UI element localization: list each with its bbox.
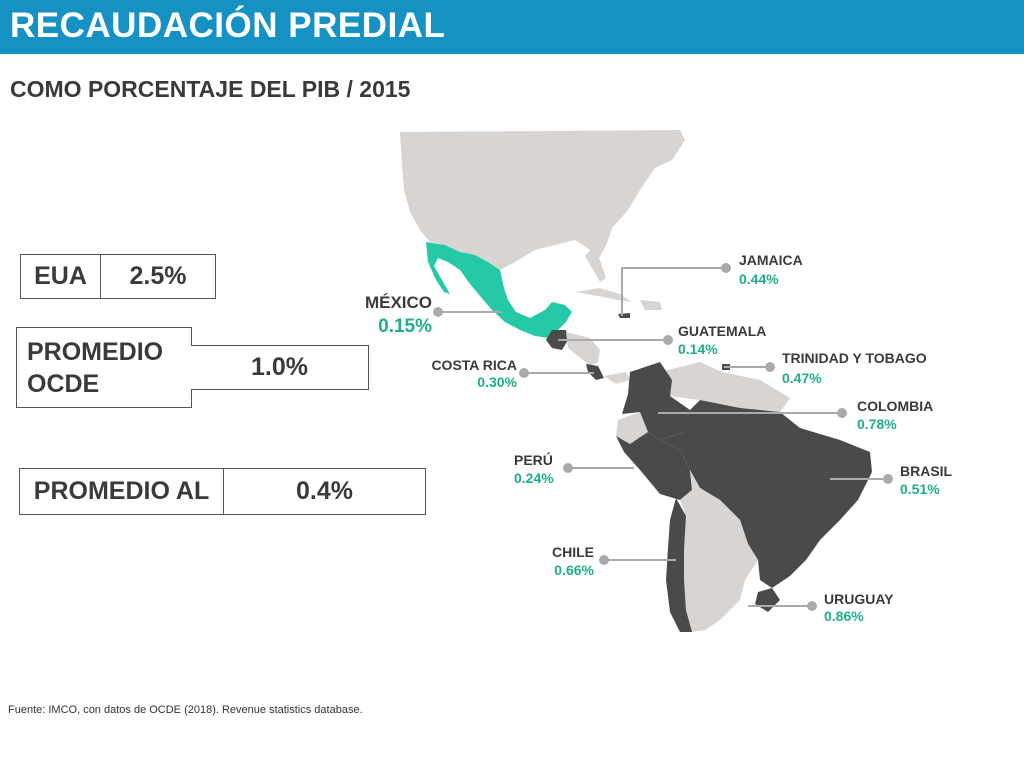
label-peru-value: 0.24% bbox=[514, 470, 554, 486]
page-subtitle: COMO PORCENTAJE DEL PIB / 2015 bbox=[10, 76, 411, 102]
leader-lines bbox=[433, 263, 893, 611]
brasil-region bbox=[660, 400, 872, 588]
panama-landmass bbox=[604, 372, 630, 384]
jamaica-region bbox=[618, 313, 630, 318]
argentina-landmass bbox=[684, 516, 758, 632]
dot-brasil bbox=[883, 474, 893, 484]
peru-region bbox=[616, 432, 692, 500]
stat-value-eua: 2.5% bbox=[129, 262, 187, 290]
label-trinidad-value: 0.47% bbox=[782, 370, 822, 386]
dot-costa-rica bbox=[519, 368, 529, 378]
label-chile-name: CHILE bbox=[552, 544, 594, 560]
header-bar: RECAUDACIÓN PREDIAL bbox=[0, 0, 1024, 54]
stat-label-ocde-line2: OCDE bbox=[27, 370, 100, 398]
label-uruguay-name: URUGUAY bbox=[824, 591, 894, 607]
stat-label-ocde-line1: PROMEDIO bbox=[27, 338, 164, 366]
dot-guatemala bbox=[663, 335, 673, 345]
stat-value-ocde: 1.0% bbox=[191, 345, 369, 390]
dot-chile bbox=[599, 555, 609, 565]
label-mexico-value: 0.15% bbox=[378, 316, 432, 337]
stat-label-eua: EUA bbox=[21, 255, 101, 298]
dot-jamaica bbox=[721, 263, 731, 273]
leader-jamaica bbox=[621, 267, 726, 316]
label-costa-rica-value: 0.30% bbox=[477, 374, 517, 390]
stat-label-al: PROMEDIO AL bbox=[20, 469, 224, 514]
source-note: Fuente: IMCO, con datos de OCDE (2018). … bbox=[8, 704, 363, 716]
stat-value-al: 0.4% bbox=[296, 477, 353, 505]
stat-box-al: PROMEDIO AL 0.4% bbox=[19, 468, 426, 515]
label-trinidad-name: TRINIDAD Y TOBAGO bbox=[782, 350, 927, 366]
label-colombia-name: COLOMBIA bbox=[857, 398, 933, 414]
uruguay-region bbox=[755, 588, 780, 612]
page-title: RECAUDACIÓN PREDIAL bbox=[10, 6, 446, 45]
florida-landmass bbox=[585, 250, 606, 282]
venezuela-landmass bbox=[660, 362, 790, 412]
label-brasil-name: BRASIL bbox=[900, 463, 953, 479]
label-jamaica-name: JAMAICA bbox=[739, 252, 803, 268]
dot-mexico bbox=[433, 307, 443, 317]
guatemala-region bbox=[546, 330, 568, 350]
dot-trinidad bbox=[765, 362, 775, 372]
label-brasil-value: 0.51% bbox=[900, 481, 940, 497]
central-america-landmass bbox=[566, 332, 600, 366]
stat-label-ocde: PROMEDIO OCDE bbox=[16, 327, 192, 408]
ecuador-landmass bbox=[616, 412, 648, 444]
dot-peru bbox=[563, 463, 573, 473]
hispaniola-landmass bbox=[640, 300, 662, 310]
label-peru-name: PERÚ bbox=[514, 451, 553, 468]
bolivia-landmass bbox=[680, 470, 740, 532]
label-costa-rica-name: COSTA RICA bbox=[431, 357, 517, 373]
mexico-region bbox=[426, 242, 572, 338]
label-mexico-name: MÉXICO bbox=[365, 293, 432, 312]
label-guatemala-value: 0.14% bbox=[678, 341, 718, 357]
colombia-region bbox=[622, 362, 690, 440]
label-chile-value: 0.66% bbox=[554, 562, 594, 578]
chile-region bbox=[666, 498, 692, 632]
label-jamaica-value: 0.44% bbox=[739, 271, 779, 287]
cuba-landmass bbox=[575, 288, 632, 302]
label-uruguay-value: 0.86% bbox=[824, 608, 864, 624]
dot-uruguay bbox=[807, 601, 817, 611]
label-guatemala-name: GUATEMALA bbox=[678, 323, 766, 339]
stat-box-eua: EUA 2.5% bbox=[20, 254, 216, 299]
label-colombia-value: 0.78% bbox=[857, 416, 897, 432]
costa-rica-region bbox=[586, 364, 604, 380]
dot-colombia bbox=[837, 408, 847, 418]
north-america-landmass bbox=[400, 130, 685, 270]
